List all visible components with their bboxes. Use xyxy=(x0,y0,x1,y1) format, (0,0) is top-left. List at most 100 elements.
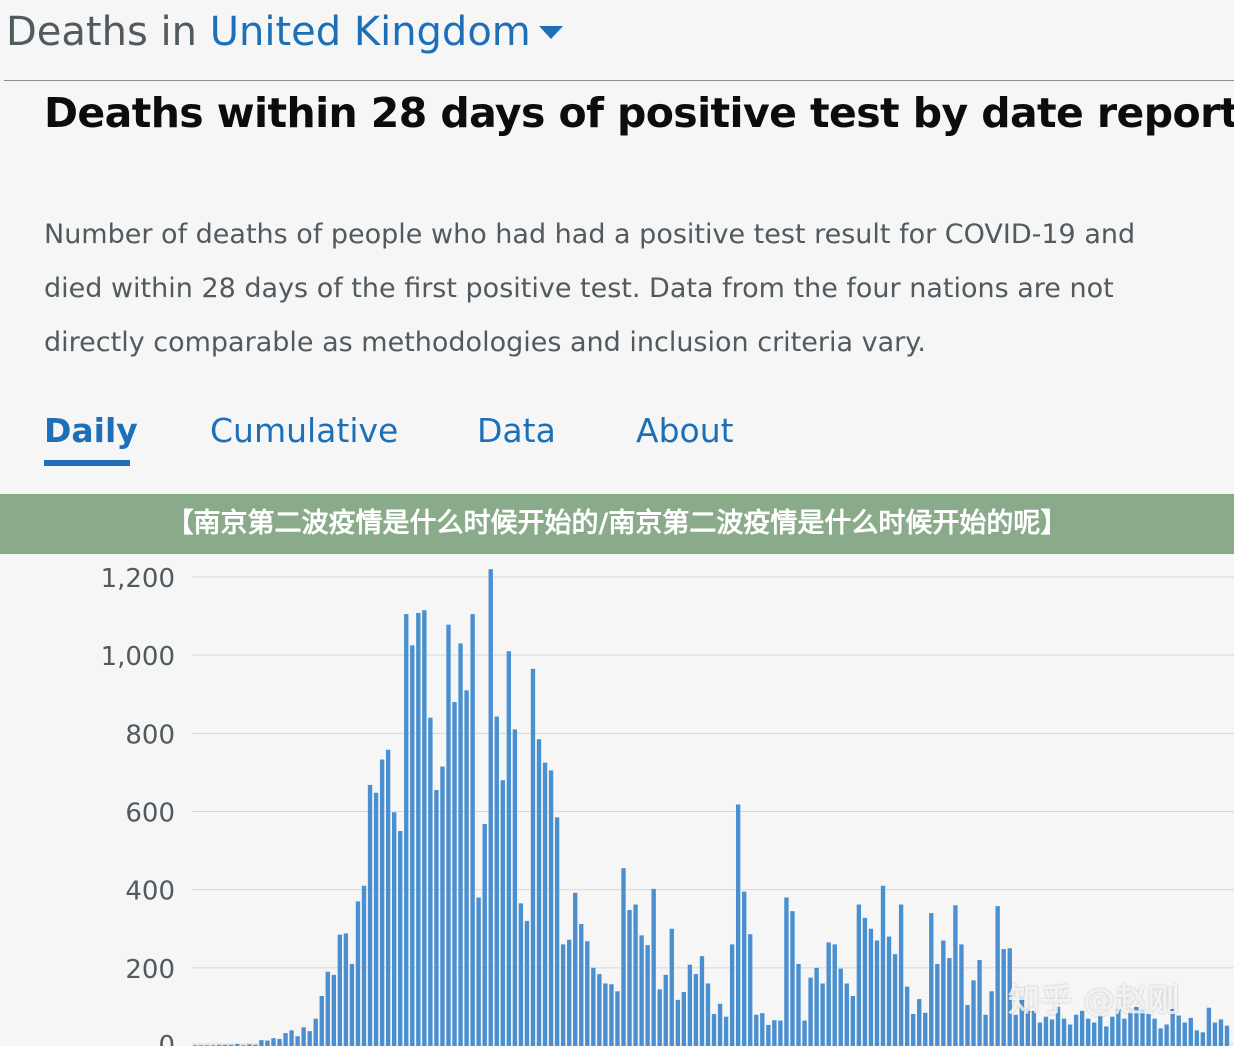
bar[interactable] xyxy=(977,960,982,1046)
bar[interactable] xyxy=(434,790,439,1046)
bar[interactable] xyxy=(440,766,445,1046)
bar[interactable] xyxy=(1116,1008,1121,1046)
bar[interactable] xyxy=(398,831,403,1046)
bar[interactable] xyxy=(784,897,789,1046)
bar[interactable] xyxy=(886,936,892,1046)
bar[interactable] xyxy=(1061,1018,1067,1046)
bar[interactable] xyxy=(929,913,934,1046)
bar[interactable] xyxy=(343,933,349,1046)
bar[interactable] xyxy=(331,974,336,1046)
bar[interactable] xyxy=(971,980,976,1046)
bar[interactable] xyxy=(844,983,849,1046)
bar[interactable] xyxy=(1073,1014,1079,1046)
bar[interactable] xyxy=(253,1044,258,1046)
bar[interactable] xyxy=(536,739,542,1046)
bar[interactable] xyxy=(1049,1019,1055,1046)
bar[interactable] xyxy=(898,904,904,1046)
bar[interactable] xyxy=(904,986,910,1046)
bar[interactable] xyxy=(868,928,874,1046)
bar[interactable] xyxy=(530,668,536,1046)
bar[interactable] xyxy=(259,1040,264,1046)
bar[interactable] xyxy=(669,928,674,1046)
bar[interactable] xyxy=(796,963,801,1046)
bar[interactable] xyxy=(1164,1024,1169,1046)
bar[interactable] xyxy=(373,792,379,1046)
bar[interactable] xyxy=(657,989,662,1046)
bar[interactable] xyxy=(295,1036,300,1046)
bar[interactable] xyxy=(597,974,602,1046)
bar[interactable] xyxy=(494,716,499,1046)
bar[interactable] xyxy=(748,934,753,1046)
bar[interactable] xyxy=(416,612,421,1046)
bar[interactable] xyxy=(1067,1024,1073,1046)
bar[interactable] xyxy=(1194,1030,1199,1046)
bar[interactable] xyxy=(880,885,886,1046)
bar[interactable] xyxy=(772,1020,777,1046)
chevron-down-icon[interactable] xyxy=(538,25,563,39)
bar[interactable] xyxy=(560,944,566,1046)
bar[interactable] xyxy=(729,944,735,1046)
bar[interactable] xyxy=(754,1014,759,1046)
bar[interactable] xyxy=(766,1024,771,1046)
bar[interactable] xyxy=(277,1038,282,1046)
bar[interactable] xyxy=(1224,1025,1230,1046)
bar[interactable] xyxy=(313,1018,318,1046)
bar[interactable] xyxy=(723,1016,729,1046)
bar[interactable] xyxy=(349,963,355,1046)
bar[interactable] xyxy=(367,784,373,1046)
bar[interactable] xyxy=(385,749,391,1046)
bar[interactable] xyxy=(645,945,650,1046)
bar[interactable] xyxy=(404,614,409,1046)
bar[interactable] xyxy=(663,974,668,1046)
bar[interactable] xyxy=(633,904,638,1046)
bar[interactable] xyxy=(651,888,656,1046)
bar[interactable] xyxy=(820,983,825,1046)
bar[interactable] xyxy=(265,1040,270,1046)
area-selector-label[interactable]: United Kingdom xyxy=(209,9,531,55)
bar[interactable] xyxy=(609,984,614,1046)
bar[interactable] xyxy=(1025,1008,1031,1046)
bar[interactable] xyxy=(832,944,837,1046)
bar[interactable] xyxy=(319,995,324,1046)
bar[interactable] xyxy=(548,770,554,1046)
bar[interactable] xyxy=(1086,1018,1091,1046)
bar[interactable] xyxy=(603,983,608,1046)
bar[interactable] xyxy=(856,904,862,1046)
bar[interactable] xyxy=(947,958,952,1046)
bar[interactable] xyxy=(1200,1032,1206,1046)
bar[interactable] xyxy=(452,702,457,1046)
bar[interactable] xyxy=(911,1013,916,1046)
bar[interactable] xyxy=(675,999,680,1046)
bar[interactable] xyxy=(717,1003,723,1046)
bar[interactable] xyxy=(892,954,898,1046)
bar[interactable] xyxy=(923,1012,928,1046)
bar[interactable] xyxy=(446,624,451,1046)
bar[interactable] xyxy=(458,643,463,1046)
bar[interactable] xyxy=(392,812,397,1046)
bar[interactable] xyxy=(223,1044,228,1046)
bar[interactable] xyxy=(1128,1010,1133,1046)
bar[interactable] xyxy=(1122,1018,1127,1046)
bar[interactable] xyxy=(573,892,578,1046)
bar[interactable] xyxy=(983,1014,988,1046)
bar[interactable] xyxy=(699,956,705,1046)
bar[interactable] xyxy=(1001,949,1006,1046)
bar[interactable] xyxy=(1146,1013,1151,1046)
bar[interactable] xyxy=(1134,1006,1139,1046)
area-selector[interactable]: United Kingdom xyxy=(210,9,563,55)
bar[interactable] xyxy=(307,1031,312,1046)
bar[interactable] xyxy=(711,1013,717,1046)
bar[interactable] xyxy=(512,729,518,1046)
bar[interactable] xyxy=(802,1020,807,1046)
bar[interactable] xyxy=(808,977,813,1046)
bar[interactable] xyxy=(579,924,584,1046)
bar[interactable] xyxy=(1104,1026,1109,1046)
bar[interactable] xyxy=(615,991,620,1046)
tab-cumulative[interactable]: Cumulative xyxy=(210,411,399,450)
bar[interactable] xyxy=(506,651,512,1046)
bar[interactable] xyxy=(464,690,469,1046)
bar[interactable] xyxy=(959,944,964,1046)
bar[interactable] xyxy=(965,1004,970,1046)
bar[interactable] xyxy=(735,804,741,1046)
bar[interactable] xyxy=(554,817,560,1046)
